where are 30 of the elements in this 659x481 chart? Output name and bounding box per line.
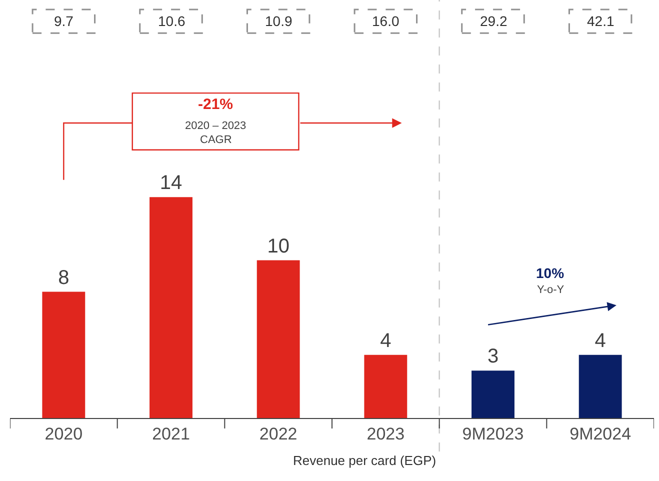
bar (42, 292, 86, 418)
bar (472, 370, 514, 418)
x-tick-label: 9M2023 (462, 424, 524, 444)
x-tick-label: 2022 (259, 424, 298, 444)
annotation: Y-o-Y (537, 284, 565, 296)
text: 10.9 (265, 13, 292, 29)
x-tick-label: 2021 (152, 424, 190, 444)
x-tick-label: 2020 (44, 424, 83, 444)
data-label: 3 (487, 346, 499, 368)
bar (364, 354, 408, 418)
text: CAGR (200, 134, 232, 146)
text: 10.6 (158, 13, 186, 29)
data-label: 14 (160, 172, 182, 194)
annotation: 10% (536, 265, 565, 281)
text: 9.7 (54, 13, 74, 29)
text: 42.1 (587, 13, 614, 29)
data-label: 10 (267, 235, 290, 258)
x-tick-label: 2023 (366, 424, 405, 444)
data-label: 4 (380, 330, 392, 352)
x-tick-label: 9M2024 (570, 424, 632, 444)
bar (256, 260, 300, 418)
text: 2020 – 2023 (185, 120, 246, 132)
data-label: 4 (594, 330, 606, 352)
text: 29.2 (480, 13, 508, 29)
text: 16.0 (372, 13, 400, 29)
bar (578, 354, 622, 418)
bar (150, 197, 192, 418)
text: -21% (198, 96, 234, 113)
data-label: 8 (58, 266, 70, 289)
text: Revenue per card (EGP) (293, 453, 436, 468)
